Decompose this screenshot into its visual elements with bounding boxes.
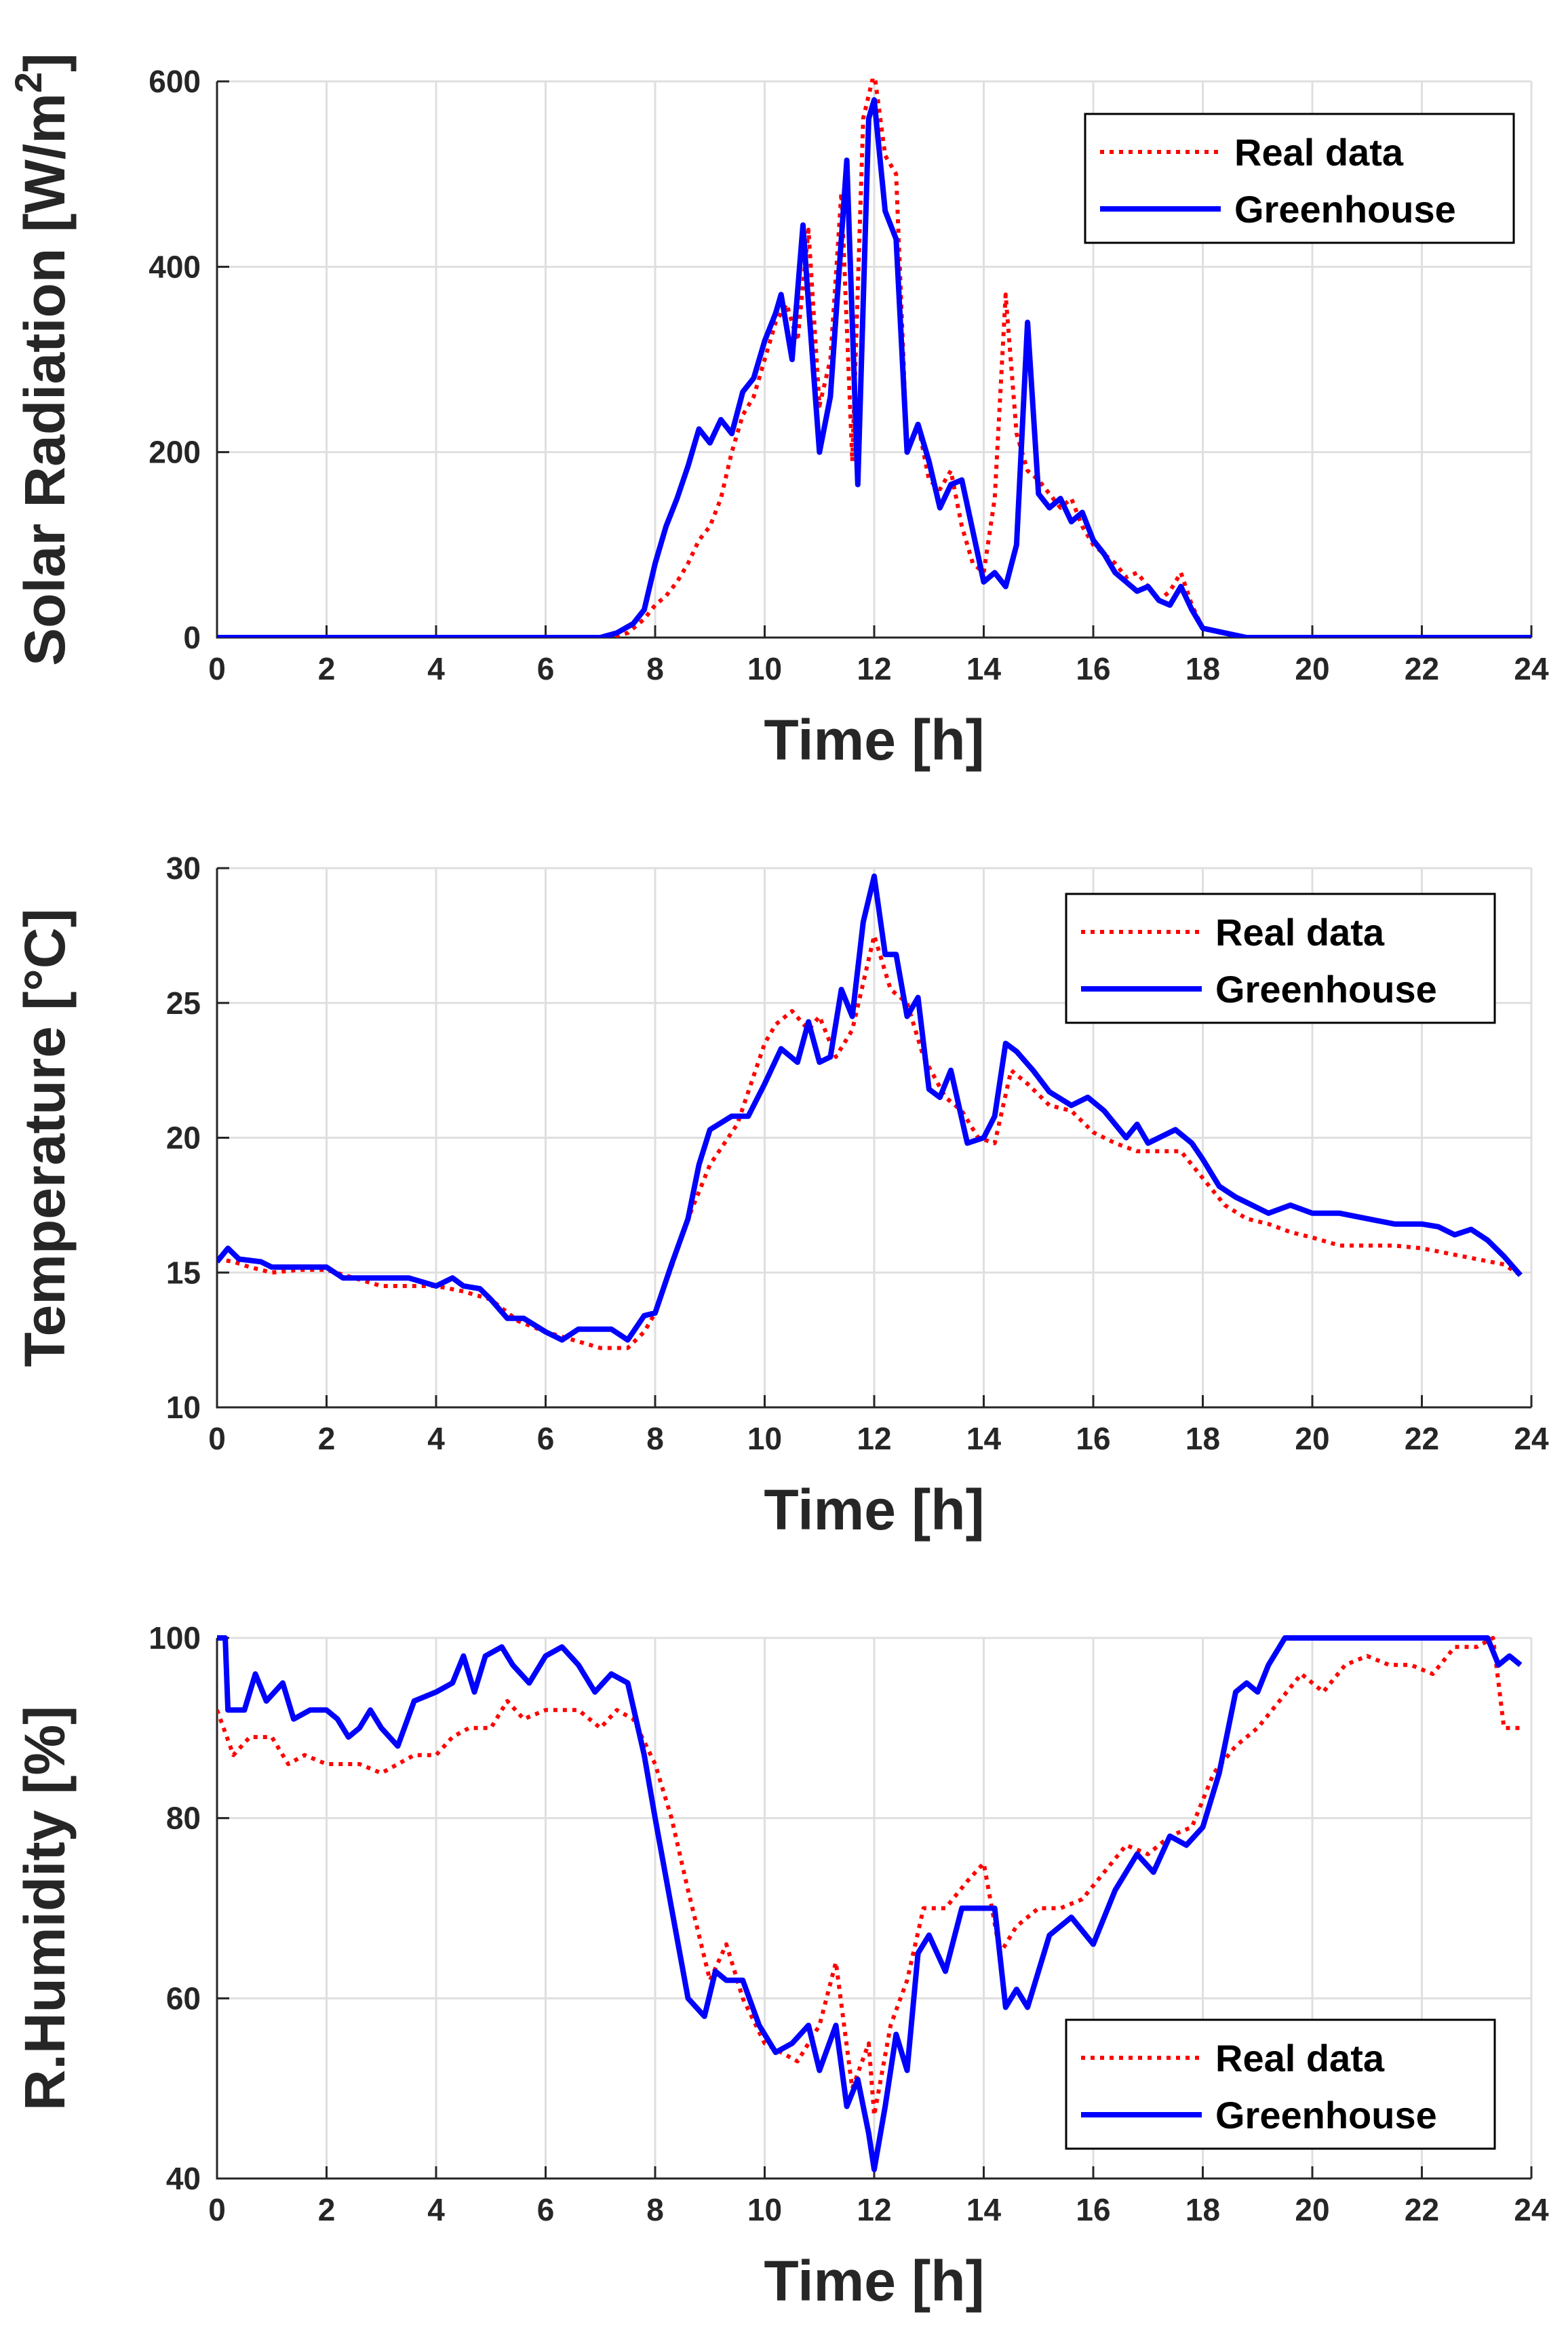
x-tick-label: 4: [427, 2192, 445, 2227]
x-tick-label: 4: [427, 1421, 445, 1456]
y-tick-label: 600: [149, 64, 201, 99]
y-tick-label: 30: [166, 851, 201, 886]
x-tick-label: 6: [537, 2192, 555, 2227]
x-tick-label: 8: [646, 651, 664, 686]
x-tick-label: 4: [427, 651, 445, 686]
x-axis-title: Time [h]: [764, 1478, 984, 1542]
y-axis-title: R.Humidity [%]: [13, 1706, 77, 2111]
legend: Real data Greenhouse: [1084, 113, 1515, 244]
x-tick-label: 18: [1185, 651, 1220, 686]
series-real-data-line: [217, 79, 1531, 638]
x-tick-label: 6: [537, 1421, 555, 1456]
x-tick-label: 22: [1405, 651, 1439, 686]
legend-label: Greenhouse: [1215, 2094, 1437, 2136]
x-tick-label: 8: [646, 1421, 664, 1456]
legend-label: Real data: [1234, 131, 1404, 174]
x-tick-label: 16: [1076, 651, 1110, 686]
x-tick-label: 14: [966, 1421, 1002, 1456]
x-tick-label: 10: [747, 2192, 782, 2227]
y-tick-label: 40: [166, 2161, 201, 2196]
legend-box: [1065, 893, 1496, 1024]
x-tick-label: 22: [1405, 2192, 1439, 2227]
x-axis-title: Time [h]: [764, 708, 984, 772]
series-real-data-line: [217, 933, 1522, 1350]
x-tick-label: 12: [857, 2192, 891, 2227]
x-tick-label: 14: [966, 2192, 1002, 2227]
x-tick-label: 20: [1295, 1421, 1329, 1456]
x-tick-label: 16: [1076, 1421, 1110, 1456]
x-tick-label: 2: [318, 1421, 336, 1456]
x-tick-label: 18: [1185, 2192, 1220, 2227]
x-tick-label: 2: [318, 2192, 336, 2227]
x-axis-title: Time [h]: [764, 2249, 984, 2313]
legend: Real data Greenhouse: [1065, 2018, 1496, 2150]
x-tick-label: 20: [1295, 2192, 1329, 2227]
x-tick-label: 24: [1514, 2192, 1549, 2227]
series-greenhouse-line: [217, 1635, 1523, 2172]
y-tick-label: 60: [166, 1980, 201, 2016]
x-tick-label: 0: [208, 651, 226, 686]
y-tick-label: 0: [183, 620, 201, 655]
legend-box: [1084, 113, 1515, 244]
x-tick-label: 14: [966, 651, 1002, 686]
x-tick-label: 10: [747, 651, 782, 686]
y-tick-label: 80: [166, 1801, 201, 1836]
x-tick-label: 0: [208, 2192, 226, 2227]
y-tick-label: 400: [149, 249, 201, 284]
y-axis-title: Solar Radiation [W/m2]: [7, 53, 77, 666]
series-greenhouse-line: [217, 873, 1523, 1343]
x-tick-label: 10: [747, 1421, 782, 1456]
y-tick-label: 10: [166, 1390, 201, 1425]
legend-label: Real data: [1215, 2037, 1385, 2079]
x-tick-label: 12: [857, 1421, 891, 1456]
x-tick-label: 24: [1514, 651, 1549, 686]
series-greenhouse-line: [217, 97, 1531, 638]
x-tick-label: 22: [1405, 1421, 1439, 1456]
y-tick-label: 100: [149, 1620, 201, 1656]
y-tick-label: 20: [166, 1120, 201, 1156]
legend: Real data Greenhouse: [1065, 893, 1496, 1024]
x-tick-label: 2: [318, 651, 336, 686]
x-tick-label: 0: [208, 1421, 226, 1456]
legend-box: [1065, 2018, 1496, 2150]
y-tick-label: 200: [149, 435, 201, 470]
legend-label: Greenhouse: [1215, 968, 1437, 1011]
x-tick-label: 8: [646, 2192, 664, 2227]
x-tick-label: 6: [537, 651, 555, 686]
legend-label: Real data: [1215, 911, 1385, 954]
x-tick-label: 12: [857, 651, 891, 686]
legend-label: Greenhouse: [1234, 188, 1456, 231]
series-real-data-line: [217, 1636, 1521, 2117]
temperature-panel: 0 2 4 6 8 10 12 14 16 18 20 22 241015202530Temperatu…: [13, 851, 1549, 1542]
x-tick-label: 24: [1514, 1421, 1549, 1456]
x-tick-label: 20: [1295, 651, 1329, 686]
y-tick-label: 15: [166, 1255, 201, 1290]
y-tick-label: 25: [166, 985, 201, 1021]
x-tick-label: 16: [1076, 2192, 1110, 2227]
humidity-panel: 0 2 4 6 8 10 12 14 16 18 20 22 24406080100R.Humidity…: [13, 1620, 1549, 2313]
y-axis-title: Temperature [°C]: [13, 908, 77, 1367]
x-tick-label: 18: [1185, 1421, 1220, 1456]
